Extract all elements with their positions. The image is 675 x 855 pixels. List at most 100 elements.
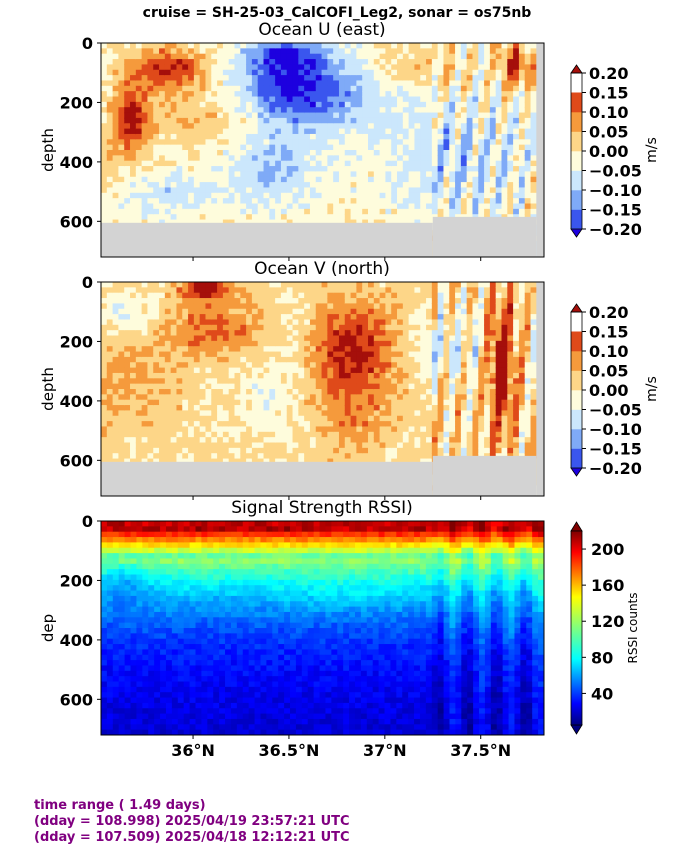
heatmap-cell (338, 101, 346, 108)
heatmap-cell (176, 160, 183, 167)
heatmap-cell (327, 75, 334, 82)
heatmap-cell (397, 192, 404, 199)
heatmap-cell (141, 367, 149, 374)
heatmap-cell (368, 367, 375, 374)
heatmap-cell (524, 91, 532, 98)
heatmap-cell (118, 187, 125, 194)
heatmap-cell (321, 166, 328, 172)
heatmap-cell (327, 107, 334, 114)
heatmap-cell (431, 182, 439, 189)
heatmap-cell (199, 144, 207, 151)
heatmap-cell (217, 123, 224, 130)
heatmap-cell (350, 53, 357, 60)
heatmap-cell (298, 117, 305, 124)
heatmap-cell (193, 176, 201, 183)
heatmap-cell (304, 144, 311, 151)
heatmap-cell (228, 335, 236, 342)
heatmap-cell (286, 426, 294, 433)
heatmap-cell (211, 437, 218, 444)
heatmap-cell (135, 144, 143, 151)
heatmap-cell (112, 399, 120, 406)
heatmap-cell (286, 166, 294, 172)
heatmap-cell (101, 367, 108, 374)
heatmap-cell (344, 160, 352, 167)
heatmap-cell (315, 133, 323, 140)
heatmap-cell (257, 308, 265, 315)
heatmap-cell (507, 171, 514, 178)
heatmap-cell (298, 160, 305, 167)
heatmap-cell (466, 139, 474, 146)
heatmap-cell (164, 198, 172, 205)
heatmap-cell (228, 160, 236, 167)
heatmap-cell (251, 176, 259, 183)
heatmap-cell (101, 447, 108, 454)
heatmap-cell (321, 128, 328, 135)
heatmap-cell (431, 133, 439, 140)
heatmap-cell (286, 101, 294, 108)
heatmap-cell (513, 133, 520, 140)
heatmap-cell (141, 282, 149, 288)
heatmap-cell (426, 107, 433, 114)
heatmap-cell (205, 176, 212, 183)
heatmap-cell (263, 394, 270, 401)
heatmap-cell (199, 107, 207, 114)
heatmap-cell (449, 198, 456, 205)
heatmap-cell (362, 203, 369, 210)
heatmap-cell (147, 372, 154, 379)
heatmap-cell (112, 292, 120, 299)
heatmap-cell (176, 80, 183, 87)
heatmap-cell (280, 442, 288, 449)
heatmap-cell (222, 399, 230, 406)
heatmap-cell (484, 198, 491, 205)
heatmap-cell (344, 144, 352, 151)
heatmap-cell (524, 85, 532, 92)
heatmap-cell (112, 415, 120, 422)
heatmap-cell (159, 292, 166, 299)
heatmap-cell (164, 372, 172, 379)
heatmap-cell (141, 133, 149, 140)
heatmap-cell (147, 383, 154, 390)
heatmap-cell (257, 150, 265, 156)
heatmap-cell (315, 69, 323, 76)
heatmap-cell (315, 292, 323, 299)
heatmap-cell (147, 437, 154, 444)
heatmap-cell (501, 182, 508, 189)
heatmap-cell (222, 292, 230, 299)
heatmap-cell (443, 123, 450, 130)
heatmap-cell (408, 112, 416, 119)
heatmap-cell (315, 128, 323, 135)
heatmap-cell (408, 85, 416, 92)
heatmap-cell (286, 208, 294, 215)
heatmap-cell (240, 160, 247, 167)
heatmap-cell (362, 219, 369, 226)
heatmap-cell (228, 346, 236, 353)
heatmap-cell (530, 182, 537, 189)
heatmap-cell (246, 346, 253, 353)
heatmap-cell (437, 166, 445, 172)
heatmap-cell (280, 155, 288, 162)
heatmap-cell (385, 48, 392, 55)
heatmap-cell (466, 176, 474, 183)
heatmap-cell (321, 59, 328, 65)
heatmap-cell (426, 133, 433, 140)
heatmap-cell (513, 91, 520, 98)
heatmap-cell (518, 53, 526, 60)
heatmap-cell (275, 431, 282, 438)
heatmap-cell (193, 421, 201, 428)
heatmap-cell (344, 298, 352, 304)
heatmap-cell (147, 319, 154, 326)
heatmap-cell (385, 112, 392, 119)
heatmap-cell (234, 314, 241, 321)
heatmap-cell (240, 426, 247, 433)
heatmap-cell (251, 389, 259, 395)
heatmap-cell (170, 182, 178, 189)
heatmap-cell (246, 182, 253, 189)
heatmap-cell (362, 107, 369, 114)
heatmap-cell (530, 101, 537, 108)
heatmap-cell (112, 75, 120, 82)
heatmap-cell (234, 69, 241, 76)
heatmap-cell (397, 43, 404, 49)
heatmap-cell (153, 447, 160, 454)
heatmap-cell (269, 303, 276, 310)
heatmap-cell (164, 351, 172, 358)
